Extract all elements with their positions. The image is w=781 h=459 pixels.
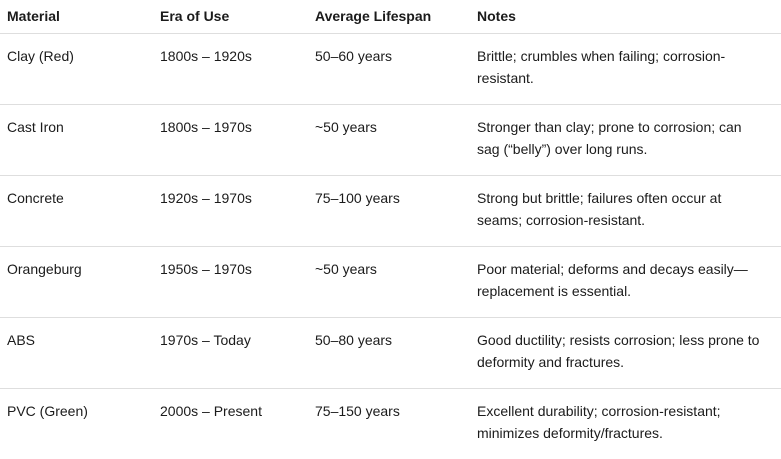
- cell-era-of-use: 1920s – 1970s: [153, 176, 308, 247]
- cell-notes: Strong but brittle; failures often occur…: [470, 176, 781, 247]
- column-header-average-lifespan: Average Lifespan: [308, 0, 470, 34]
- cell-average-lifespan: 75–100 years: [308, 176, 470, 247]
- cell-notes: Poor material; deforms and decays easily…: [470, 247, 781, 318]
- cell-notes: Brittle; crumbles when failing; corrosio…: [470, 34, 781, 105]
- cell-era-of-use: 1800s – 1920s: [153, 34, 308, 105]
- cell-material: ABS: [0, 318, 153, 389]
- cell-material: Orangeburg: [0, 247, 153, 318]
- cell-average-lifespan: ~50 years: [308, 105, 470, 176]
- cell-average-lifespan: 50–80 years: [308, 318, 470, 389]
- cell-era-of-use: 1950s – 1970s: [153, 247, 308, 318]
- cell-notes: Stronger than clay; prone to corrosion; …: [470, 105, 781, 176]
- cell-average-lifespan: ~50 years: [308, 247, 470, 318]
- cell-notes: Excellent durability; corrosion-resistan…: [470, 389, 781, 459]
- cell-era-of-use: 1800s – 1970s: [153, 105, 308, 176]
- column-header-era-of-use: Era of Use: [153, 0, 308, 34]
- cell-material: Clay (Red): [0, 34, 153, 105]
- cell-era-of-use: 1970s – Today: [153, 318, 308, 389]
- cell-average-lifespan: 75–150 years: [308, 389, 470, 459]
- column-header-material: Material: [0, 0, 153, 34]
- cell-era-of-use: 2000s – Present: [153, 389, 308, 459]
- table-head: Material Era of Use Average Lifespan Not…: [0, 0, 781, 34]
- cell-material: PVC (Green): [0, 389, 153, 459]
- cell-average-lifespan: 50–60 years: [308, 34, 470, 105]
- header-row: Material Era of Use Average Lifespan Not…: [0, 0, 781, 34]
- cell-material: Concrete: [0, 176, 153, 247]
- cell-notes: Good ductility; resists corrosion; less …: [470, 318, 781, 389]
- cell-material: Cast Iron: [0, 105, 153, 176]
- column-header-notes: Notes: [470, 0, 781, 34]
